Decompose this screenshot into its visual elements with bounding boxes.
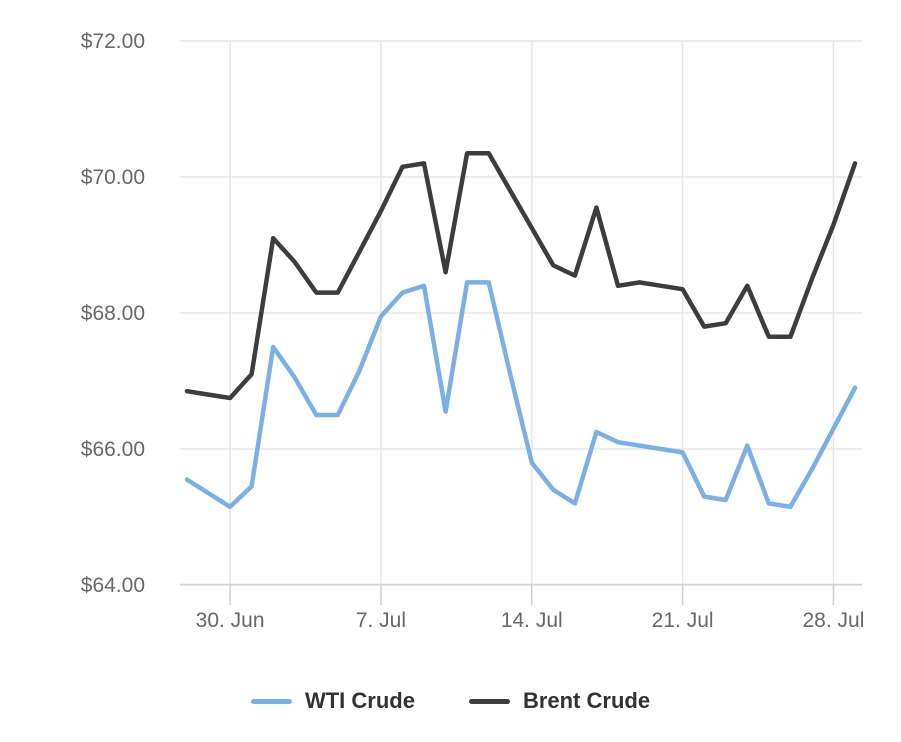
legend-label: WTI Crude xyxy=(304,688,415,713)
y-axis-label: $66.00 xyxy=(80,438,145,461)
legend-label: Brent Crude xyxy=(522,688,651,713)
brent-series-line[interactable] xyxy=(184,150,858,401)
x-axis-label: 30. Jun xyxy=(195,609,265,632)
x-axis-label: 28. Jul xyxy=(802,609,865,632)
legend-swatch-brent xyxy=(468,698,510,704)
legend-item-wti[interactable]: WTI Crude xyxy=(250,688,415,714)
y-axis-label: $68.00 xyxy=(80,302,145,325)
chart-legend: WTI Crude Brent Crude xyxy=(0,688,901,714)
y-axis-label: $72.00 xyxy=(80,30,145,53)
x-axis-label: 14. Jul xyxy=(500,609,563,632)
y-axis-label: $70.00 xyxy=(80,166,145,189)
x-axis-label: 21. Jul xyxy=(651,609,714,632)
legend-item-brent[interactable]: Brent Crude xyxy=(468,688,651,714)
x-axis-label: 7. Jul xyxy=(355,609,407,632)
legend-swatch-wti xyxy=(250,698,292,704)
wti-series-line[interactable] xyxy=(184,280,858,510)
y-axis-label: $64.00 xyxy=(80,574,145,597)
